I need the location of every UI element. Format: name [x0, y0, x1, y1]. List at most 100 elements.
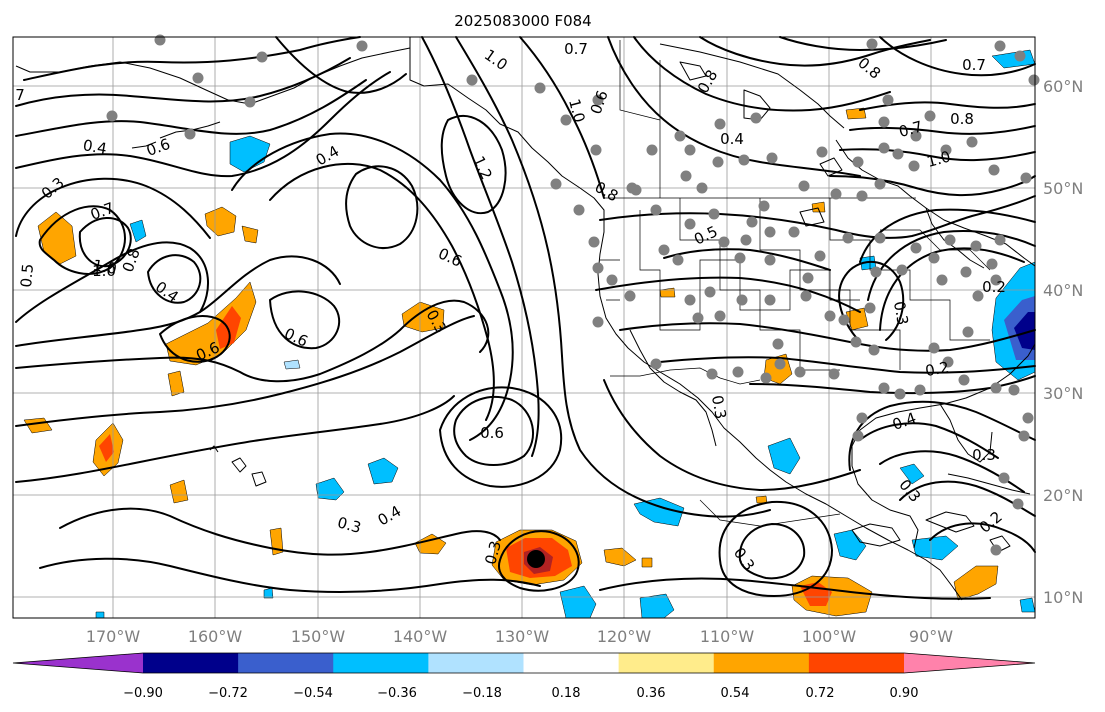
station-marker — [624, 290, 636, 302]
station-marker — [766, 152, 778, 164]
lat-label: 10°N — [1043, 588, 1083, 607]
colorbar-tick-label: −0.36 — [377, 686, 417, 701]
station-marker — [816, 146, 828, 158]
station-marker — [910, 242, 922, 254]
station-marker — [708, 208, 720, 220]
station-marker — [1028, 74, 1040, 86]
station-marker — [966, 136, 978, 148]
station-marker — [732, 366, 744, 378]
station-marker — [842, 232, 854, 244]
lat-label: 50°N — [1043, 179, 1083, 198]
map-panel: 0.7 0.8 0.7 0.8 1.0 1.0 0.4 0.7 0.8 1.0 … — [12, 34, 1040, 619]
station-marker — [760, 372, 772, 384]
contour-label: 0.3 — [972, 446, 996, 464]
station-marker — [894, 388, 906, 400]
station-marker — [814, 250, 826, 262]
contour-label: 0.7 — [564, 40, 588, 58]
station-marker — [626, 182, 638, 194]
station-marker — [962, 326, 974, 338]
station-marker — [878, 116, 890, 128]
station-marker — [590, 144, 602, 156]
station-marker — [994, 40, 1006, 52]
lat-label: 20°N — [1043, 486, 1083, 505]
station-marker — [878, 382, 890, 394]
colorbar-outline — [12, 652, 1036, 674]
shaded-anomaly-field — [23, 49, 1036, 619]
colorbar-cell — [808, 653, 905, 673]
station-marker — [936, 274, 948, 286]
station-marker — [1008, 384, 1020, 396]
contour-label: 1.0 — [92, 262, 116, 280]
contour-label: 0.3 — [335, 513, 363, 537]
station-marker — [772, 338, 784, 350]
station-marker — [684, 144, 696, 156]
colorbar-tick-label: 0.90 — [890, 686, 919, 701]
colorbar-cell — [713, 653, 810, 673]
colorbar-tick-label: −0.72 — [208, 686, 248, 701]
colorbar-tick-label: 0.72 — [806, 686, 835, 701]
colorbar-cell — [238, 653, 334, 673]
lon-label: 170°W — [86, 627, 141, 646]
station-marker — [896, 264, 908, 276]
station-marker — [800, 290, 812, 302]
station-marker — [874, 178, 886, 190]
station-marker — [990, 274, 1002, 286]
station-marker — [573, 204, 585, 216]
station-marker — [874, 232, 886, 244]
contour-label: 0.4 — [82, 136, 109, 158]
station-marker — [588, 236, 600, 248]
station-marker — [878, 142, 890, 154]
station-marker — [592, 262, 604, 274]
observation-stations — [106, 34, 1040, 556]
colorbar-cell — [428, 653, 524, 673]
station-marker — [714, 118, 726, 130]
station-marker — [184, 128, 196, 140]
station-marker — [154, 34, 166, 46]
station-marker — [534, 82, 546, 94]
station-marker — [714, 310, 726, 322]
station-marker — [940, 144, 952, 156]
station-marker — [646, 144, 658, 156]
contour-label: 0.6 — [480, 424, 504, 442]
station-marker — [706, 368, 718, 380]
station-marker — [892, 148, 904, 160]
contour-label: 0.2 — [982, 278, 1006, 296]
station-marker — [994, 234, 1006, 246]
station-marker — [718, 236, 730, 248]
colorbar-tick-label: −0.54 — [293, 686, 333, 701]
station-marker — [910, 130, 922, 142]
station-marker — [704, 286, 716, 298]
station-marker — [908, 160, 920, 172]
station-marker — [592, 316, 604, 328]
station-marker — [928, 252, 940, 264]
station-marker — [990, 382, 1002, 394]
station-marker — [674, 130, 686, 142]
station-marker — [764, 254, 776, 266]
lat-label: 40°N — [1043, 281, 1083, 300]
colorbar-tick-label: 0.54 — [721, 686, 750, 701]
colorbar-tick-label: −0.18 — [462, 686, 502, 701]
station-marker — [988, 164, 1000, 176]
station-marker — [672, 254, 684, 266]
station-marker — [256, 51, 268, 63]
lon-label: 150°W — [291, 627, 346, 646]
station-marker — [794, 366, 806, 378]
station-marker — [802, 272, 814, 284]
map-title: 2025083000 F084 — [454, 12, 591, 30]
station-marker — [970, 240, 982, 252]
station-marker — [550, 178, 562, 190]
contour-label: 0.3 — [890, 300, 912, 327]
contour-label: 0.2 — [924, 358, 951, 380]
map-frame — [12, 36, 1036, 619]
lon-label: 130°W — [495, 627, 550, 646]
station-marker — [998, 472, 1010, 484]
colorbar: −0.90 −0.72 −0.54 −0.36 −0.18 0.18 0.36 … — [12, 652, 1036, 701]
station-marker — [740, 234, 752, 246]
lon-label: 140°W — [393, 627, 448, 646]
latitude-labels: 60°N 50°N 40°N 30°N 20°N 10°N — [1043, 77, 1083, 607]
lat-label: 60°N — [1043, 77, 1083, 96]
contour-label: 0.4 — [720, 130, 744, 148]
station-marker — [830, 188, 842, 200]
colorbar-tick-label: 0.18 — [552, 686, 581, 701]
